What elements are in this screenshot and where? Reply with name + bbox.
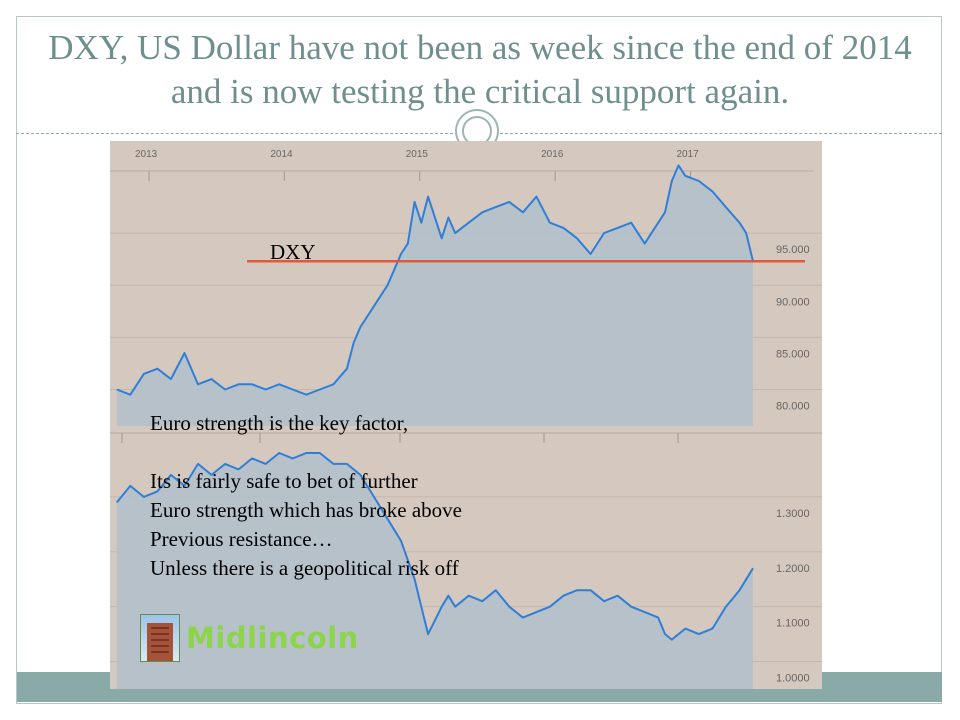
dxy-series-label: DXY <box>270 240 316 264</box>
text-line-2: Its is fairly safe to bet of further <box>150 469 418 493</box>
chart-svg: 2013 2014 2015 2016 2017 95.000 90.000 85.000 80… <box>110 141 822 689</box>
text-line-3: Euro strength which has broke above <box>150 498 462 522</box>
dxy-area <box>116 165 753 426</box>
eur-y-tick-label-1: 1.2000 <box>776 563 810 575</box>
x-tick-label-2016: 2016 <box>541 149 564 160</box>
dxy-y-tick-label-3: 80.000 <box>776 401 810 413</box>
text-line-1: Euro strength is the key factor, <box>150 411 409 435</box>
chart-area: 2013 2014 2015 2016 2017 95.000 90.000 85.000 80… <box>110 141 822 689</box>
eur-series-line <box>116 452 754 641</box>
text-line-5: Unless there is a geopolitical risk off <box>150 556 459 580</box>
midlincoln-logo: Midlincoln <box>140 613 359 663</box>
eur-y-tick-label-0: 1.3000 <box>776 508 810 520</box>
text-line-4: Previous resistance… <box>150 527 333 551</box>
slide-title: DXY, US Dollar have not been as week sin… <box>48 28 912 111</box>
dxy-y-tick-label-1: 90.000 <box>776 296 810 308</box>
eur-y-tick-label-3: 1.0000 <box>776 673 810 685</box>
x-tick-label-2013: 2013 <box>135 149 158 160</box>
x-tick-label-2014: 2014 <box>270 149 293 160</box>
dxy-y-tick-label-0: 95.000 <box>776 244 810 256</box>
x-tick-label-2017: 2017 <box>676 149 699 160</box>
slide-frame <box>16 16 942 704</box>
eur-y-tick-label-2: 1.1000 <box>776 618 810 630</box>
eur-area <box>116 453 753 689</box>
dxy-y-tick-label-2: 85.000 <box>776 348 810 360</box>
logo-text: Midlincoln <box>186 621 359 655</box>
building-icon <box>140 614 180 662</box>
x-tick-label-2015: 2015 <box>406 149 429 160</box>
